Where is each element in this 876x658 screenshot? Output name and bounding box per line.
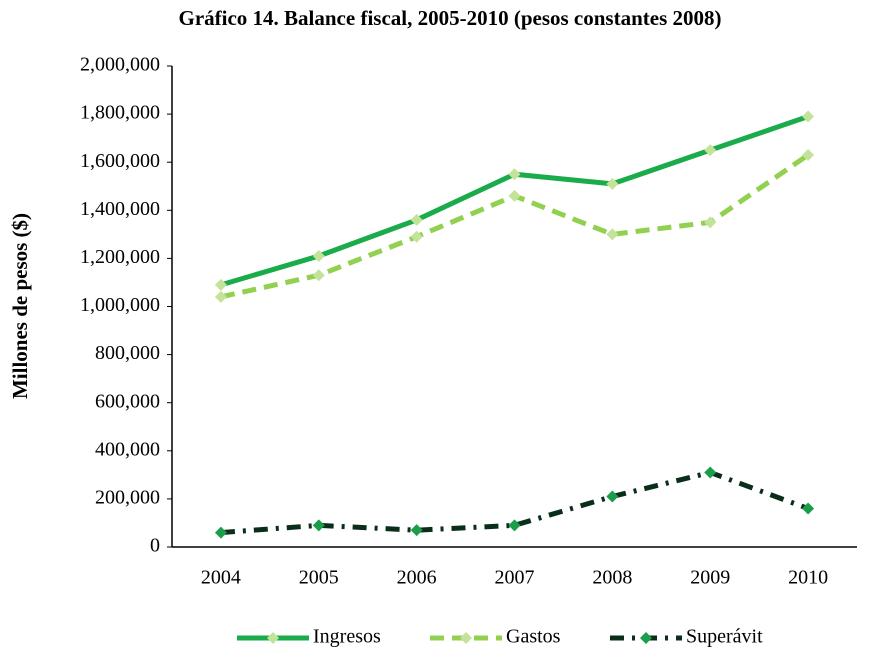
y-tick-label: 800,000 (95, 342, 160, 364)
y-tick-label: 1,200,000 (80, 246, 160, 268)
data-point (508, 168, 521, 181)
data-point (508, 189, 521, 202)
x-tick-label: 2008 (592, 567, 632, 589)
data-point (802, 502, 815, 515)
data-point (802, 110, 815, 123)
data-point (410, 524, 423, 537)
legend-marker (460, 632, 472, 644)
x-tick-label: 2009 (690, 567, 730, 589)
y-axis-label: Millones de pesos ($) (8, 213, 32, 399)
data-point (410, 213, 423, 226)
data-point (704, 216, 717, 229)
data-point (508, 519, 521, 532)
data-point (704, 144, 717, 157)
data-point (606, 490, 619, 503)
y-tick-label: 2,000,000 (80, 54, 160, 76)
x-tick-label: 2007 (495, 567, 535, 589)
x-tick-label: 2004 (201, 567, 241, 589)
data-point (410, 230, 423, 243)
x-tick-label: 2006 (397, 567, 437, 589)
y-tick-label: 1,600,000 (80, 150, 160, 172)
y-tick-label: 1,400,000 (80, 198, 160, 220)
y-tick-label: 400,000 (95, 438, 160, 460)
y-tick-label: 600,000 (95, 390, 160, 412)
legend-marker (267, 632, 279, 644)
y-tick-label: 0 (150, 535, 160, 557)
chart-title: Gráfico 14. Balance fiscal, 2005-2010 (p… (178, 6, 721, 30)
data-point (214, 526, 227, 539)
data-point (704, 466, 717, 479)
data-point (606, 228, 619, 241)
legend-marker (640, 632, 652, 644)
legend-label: Ingresos (313, 626, 381, 648)
data-point (312, 269, 325, 282)
data-point (312, 519, 325, 532)
y-tick-label: 1,000,000 (80, 294, 160, 316)
y-tick-label: 200,000 (95, 486, 160, 508)
x-tick-label: 2010 (788, 567, 828, 589)
data-point (802, 148, 815, 161)
legend-label: Gastos (506, 626, 561, 648)
x-tick-label: 2005 (299, 567, 339, 589)
data-point (312, 249, 325, 262)
y-tick-label: 1,800,000 (80, 102, 160, 124)
data-point (214, 278, 227, 291)
data-point (214, 290, 227, 303)
legend-label: Superávit (686, 626, 763, 648)
data-point (606, 177, 619, 190)
